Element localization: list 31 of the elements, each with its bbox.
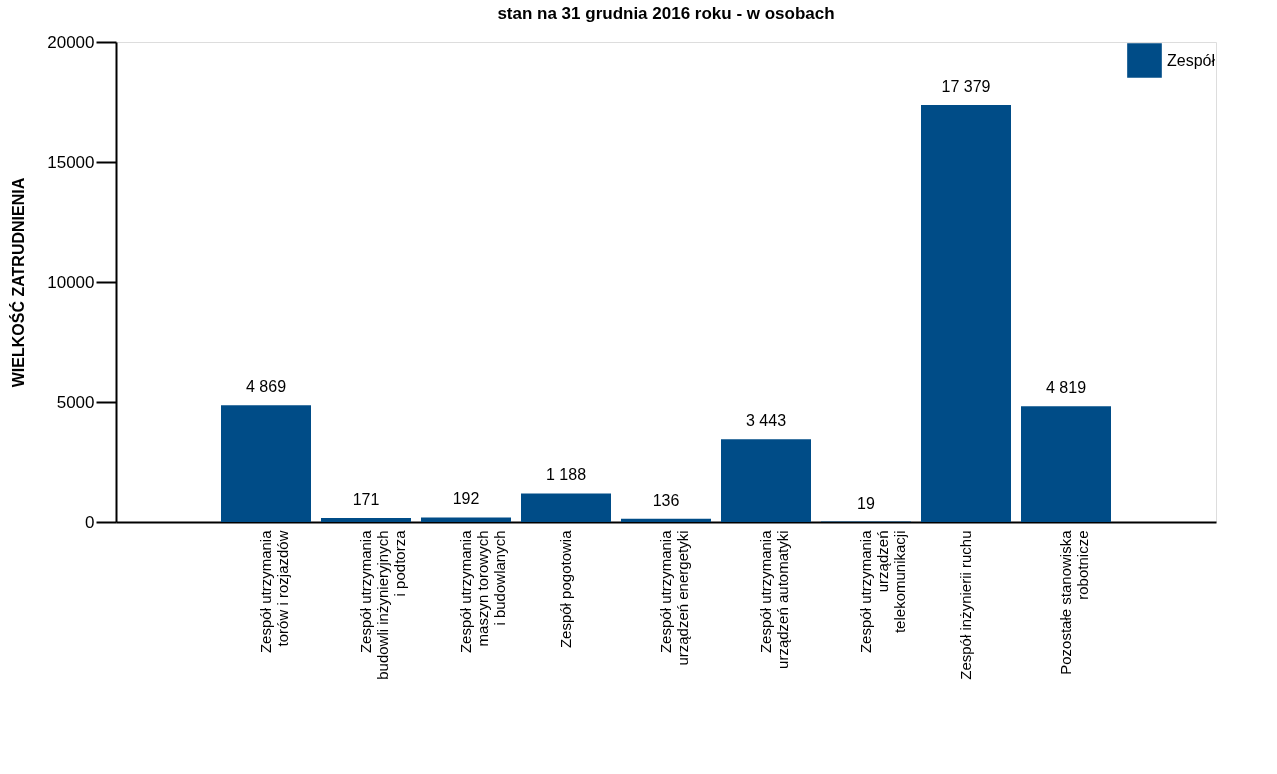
bar xyxy=(221,405,311,522)
chart-title: stan na 31 grudnia 2016 roku - w osobach xyxy=(497,4,835,23)
y-tick-label: 10000 xyxy=(47,272,95,292)
bar xyxy=(921,104,1011,522)
data-label: 4 819 xyxy=(1045,379,1087,397)
bar xyxy=(1021,406,1111,522)
x-tick-label: Zespół inżynierii ruchu xyxy=(957,530,974,680)
y-tick-label: 15000 xyxy=(47,152,95,172)
data-label: 4 869 xyxy=(245,378,287,396)
x-tick-label: Zespół pogotowia xyxy=(557,529,574,649)
y-tick-label: 20000 xyxy=(47,32,95,52)
bar xyxy=(721,439,811,522)
x-tick-label: Pozostałe stanowiska robotnicze xyxy=(1057,529,1091,675)
x-tick-label: Zespół utrzymania budowli inżynieryjnych i podtorza xyxy=(357,529,408,680)
bar xyxy=(621,518,711,522)
data-label: 17 379 xyxy=(941,77,991,95)
y-axis-title: WIELKOŚĆ ZATRUDNIENIA xyxy=(9,177,28,388)
data-label: 1 188 xyxy=(545,466,587,484)
legend-label: Zespół xyxy=(1167,51,1216,69)
data-label: 3 443 xyxy=(745,412,787,430)
y-tick-label: 0 xyxy=(85,512,95,532)
data-label: 192 xyxy=(452,490,480,508)
data-label: 19 xyxy=(857,494,875,512)
y-tick-label: 5000 xyxy=(56,392,95,412)
bar xyxy=(321,517,411,522)
bar xyxy=(521,493,611,522)
x-tick-label: Zespół utrzymania urządzeń energetyki xyxy=(657,529,691,666)
x-tick-label: Zespół utrzymania torów i rozjazdów xyxy=(257,529,291,654)
data-label: 136 xyxy=(652,491,680,509)
bar xyxy=(421,517,511,522)
data-label: 171 xyxy=(352,490,380,508)
